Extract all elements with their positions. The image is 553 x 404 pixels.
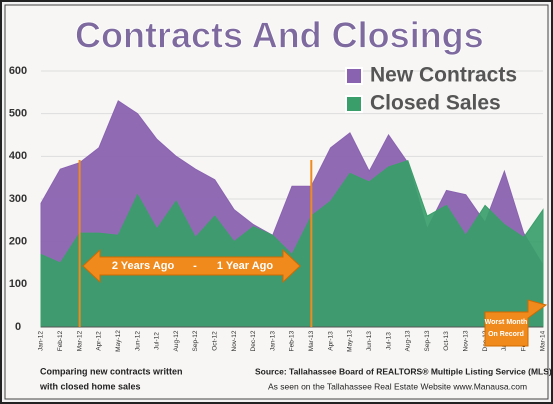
y-tick-label: 0 (15, 321, 21, 333)
x-tick-label: May-12 (115, 330, 122, 352)
x-tick-label: Apr-13 (327, 331, 334, 351)
x-tick-label: Jul-13 (385, 332, 392, 350)
plot: 0 100 200 300 400 500 600 Jan-12 Feb-12 Mar-12 Apr… (9, 64, 548, 352)
y-tick-label: 500 (9, 108, 27, 120)
x-tick-label: May-13 (347, 330, 354, 352)
area (40, 159, 544, 328)
y-tick-label: 300 (9, 193, 27, 205)
x-tick-label: Jul-12 (154, 332, 161, 350)
x-tick-label: Nov-12 (231, 330, 238, 351)
x-tick-label: Nov-13 (462, 330, 469, 351)
x-tick-label: Oct-13 (443, 331, 450, 351)
range-label: 2 Years Ago (112, 260, 175, 272)
x-tick-label: Jun-12 (134, 331, 141, 351)
site: As seen on the Tallahassee Real Estate W… (268, 381, 527, 391)
x-tick-label: Sep-12 (192, 330, 199, 351)
x-tick-label: Oct-12 (211, 331, 218, 351)
legend-label: Closed Sales (370, 92, 501, 115)
range-arrow (82, 248, 301, 284)
x-tick-label: Jun-13 (366, 331, 373, 351)
x-tick-label: Sep-13 (424, 330, 431, 351)
x-tick-label: Feb-13 (289, 330, 296, 351)
source: Source: Tallahassee Board of REALTORS® M… (255, 366, 552, 376)
callout (484, 299, 548, 347)
y-tick-label: 200 (9, 236, 27, 248)
callout-label: Worst Month (485, 319, 528, 326)
callout-label: On Record (488, 331, 524, 338)
x-tick-label: Feb-12 (57, 330, 64, 351)
range-label: 1 Year Ago (217, 260, 274, 272)
x-tick-label: Mar-12 (76, 330, 83, 351)
x-tick-label: Jan-13 (269, 331, 276, 351)
range-label: - (193, 260, 197, 272)
y-tick-label: 400 (9, 150, 27, 162)
x-tick-label: Apr-12 (96, 331, 103, 351)
x-tick-label: Mar-14 (540, 330, 547, 351)
legend-swatch (345, 95, 363, 113)
footer: with closed home sales (39, 381, 141, 391)
legend-label: New Contracts (370, 64, 517, 87)
x-tick-label: Aug-13 (405, 330, 412, 351)
y-tick-label: 600 (9, 65, 27, 77)
footer: Comparing new contracts written (40, 366, 183, 376)
chart-title: Contracts And Closings (75, 15, 484, 56)
x-tick-label: Mar-13 (308, 330, 315, 351)
x-tick-label: Jan-12 (38, 331, 45, 351)
x-tick-label: Dec-12 (250, 330, 257, 351)
x-tick-label: Aug-12 (173, 330, 180, 351)
y-tick-label: 100 (9, 278, 27, 290)
legend-swatch (345, 67, 363, 85)
